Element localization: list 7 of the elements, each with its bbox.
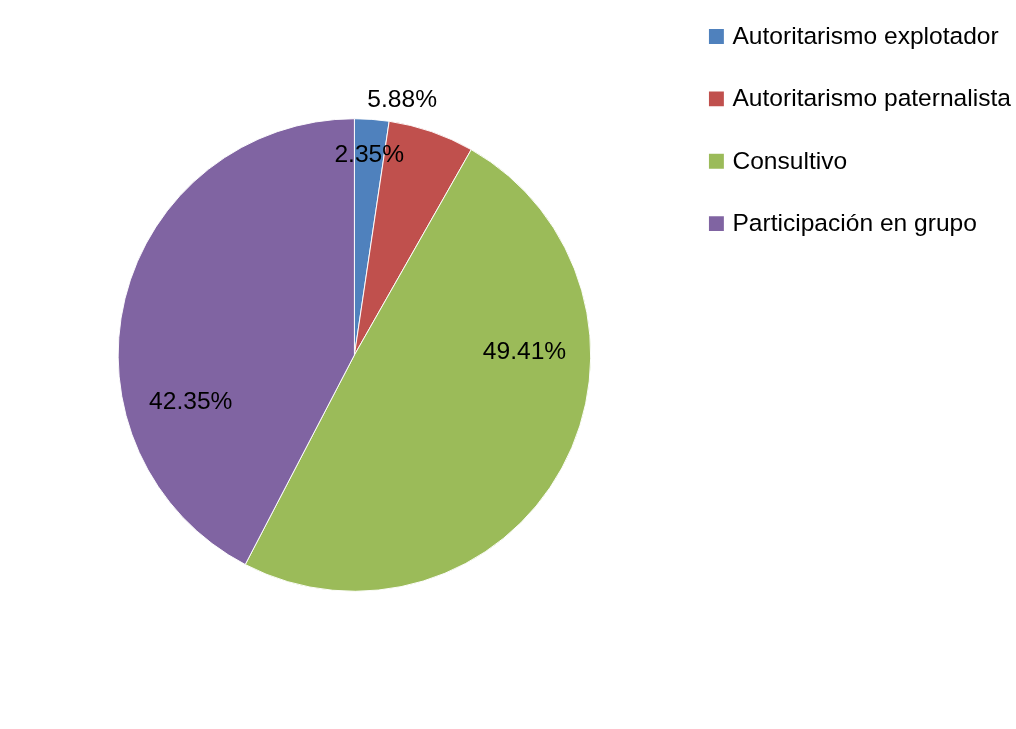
data-label: 49.41% [482, 337, 567, 365]
legend-label: Autoritarismo paternalista [732, 84, 1012, 112]
legend-label: Participación en grupo [732, 209, 977, 237]
data-label: 5.88% [367, 85, 437, 113]
data-label: 42.35% [149, 387, 233, 415]
legend-label: Autoritarismo explotador [732, 22, 999, 50]
legend-label: Consultivo [732, 146, 848, 174]
